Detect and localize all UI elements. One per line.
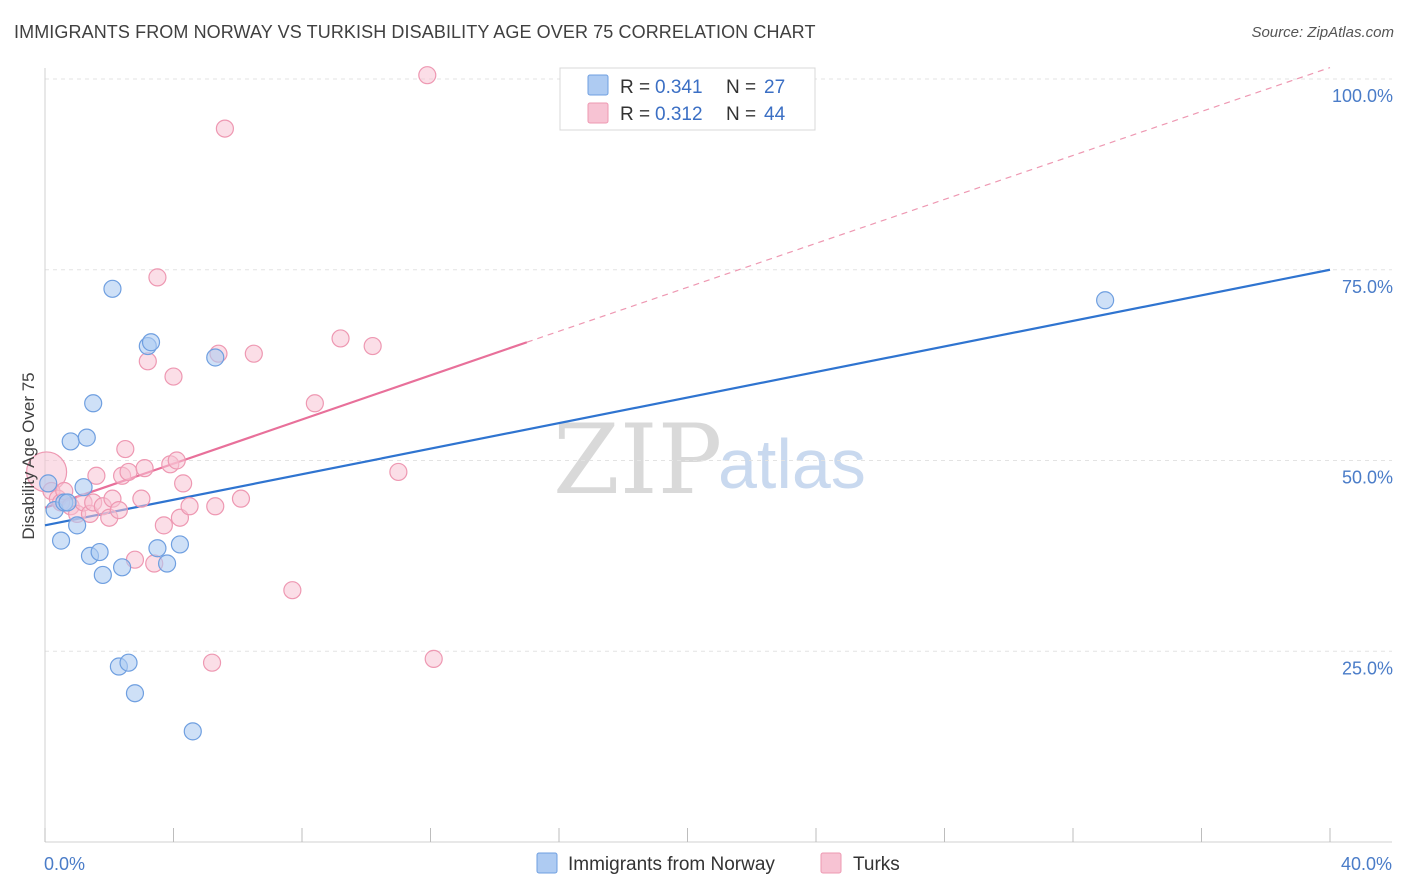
point-turks — [424, 649, 443, 668]
point-turks — [202, 653, 222, 672]
legend-turks-r-value: 0.312 — [655, 104, 703, 125]
bottom-legend-swatch-norway — [536, 852, 558, 874]
legend-swatch-norway — [587, 74, 609, 96]
point-turks — [331, 329, 350, 348]
point-turks — [231, 489, 251, 508]
legend-turks-n-label: N = — [726, 104, 756, 125]
legend-swatch-turks — [587, 102, 609, 124]
y-axis-label: Disability Age Over 75 — [19, 372, 38, 539]
point-turks — [116, 439, 135, 459]
legend-box: R = 0.341 N = 27 R = 0.312 N = 44 — [559, 67, 816, 131]
y-tick-label-100: 100.0% — [1332, 86, 1393, 106]
point-turks — [109, 500, 128, 520]
bottom-legend-norway-label: Immigrants from Norway — [568, 854, 775, 875]
legend-norway-r-value: 0.341 — [655, 77, 703, 98]
point-norway — [157, 554, 177, 573]
point-norway — [74, 478, 93, 497]
grid-lines: 25.0% 50.0% 75.0% 100.0% — [45, 78, 1393, 678]
point-norway — [58, 493, 77, 512]
y-tick-label-50: 50.0% — [1342, 468, 1393, 488]
point-norway — [51, 531, 71, 550]
legend-turks-r-label: R = — [620, 104, 650, 125]
point-turks — [148, 268, 167, 287]
point-norway — [84, 394, 103, 413]
bottom-legend-swatch-turks — [820, 852, 842, 874]
chart-title: IMMIGRANTS FROM NORWAY VS TURKISH DISABI… — [14, 22, 816, 42]
trend-line-turks-extension — [526, 66, 1331, 343]
point-norway — [61, 432, 80, 451]
bottom-legend-turks-label: Turks — [853, 854, 900, 875]
point-turks — [135, 459, 154, 478]
bottom-legend: Immigrants from Norway Turks — [536, 852, 900, 875]
source-label: Source: ZipAtlas.com — [1251, 24, 1394, 41]
trend-line-norway — [44, 268, 1331, 527]
point-turks — [244, 344, 263, 363]
point-norway — [141, 333, 161, 352]
point-turks — [418, 66, 437, 85]
point-norway — [90, 542, 109, 562]
point-turks — [283, 581, 302, 600]
point-norway — [119, 653, 138, 672]
point-norway — [1096, 291, 1115, 310]
point-norway — [103, 279, 122, 298]
point-norway — [68, 516, 87, 535]
point-norway — [183, 722, 202, 741]
point-turks — [87, 466, 106, 485]
watermark-atlas: atlas — [718, 425, 866, 503]
legend-norway-n-label: N = — [726, 77, 756, 98]
y-tick-label-75: 75.0% — [1342, 277, 1393, 297]
point-norway — [206, 348, 225, 367]
point-norway — [77, 428, 96, 447]
point-norway — [93, 565, 112, 585]
point-turks — [363, 336, 382, 356]
legend-norway-n-value: 27 — [764, 77, 785, 98]
point-norway — [112, 558, 132, 577]
point-norway — [39, 474, 58, 493]
point-turks — [154, 516, 173, 535]
legend-norway-r-label: R = — [620, 77, 650, 98]
point-turks — [167, 451, 186, 470]
point-norway — [170, 535, 190, 554]
point-turks — [180, 497, 199, 516]
point-turks — [138, 352, 157, 371]
point-turks — [174, 474, 193, 493]
x-tick-label-min: 0.0% — [44, 854, 85, 874]
y-tick-label-25: 25.0% — [1342, 658, 1393, 678]
x-tick-label-max: 40.0% — [1341, 854, 1392, 874]
point-turks — [206, 497, 225, 516]
point-turks — [215, 119, 234, 138]
legend-turks-n-value: 44 — [764, 104, 786, 125]
point-turks — [305, 394, 324, 413]
point-turks — [389, 462, 408, 482]
point-norway — [125, 684, 145, 703]
point-turks — [132, 489, 151, 508]
point-turks — [164, 367, 183, 386]
data-points — [26, 66, 1115, 741]
point-turks — [119, 462, 138, 482]
point-norway — [148, 539, 167, 558]
